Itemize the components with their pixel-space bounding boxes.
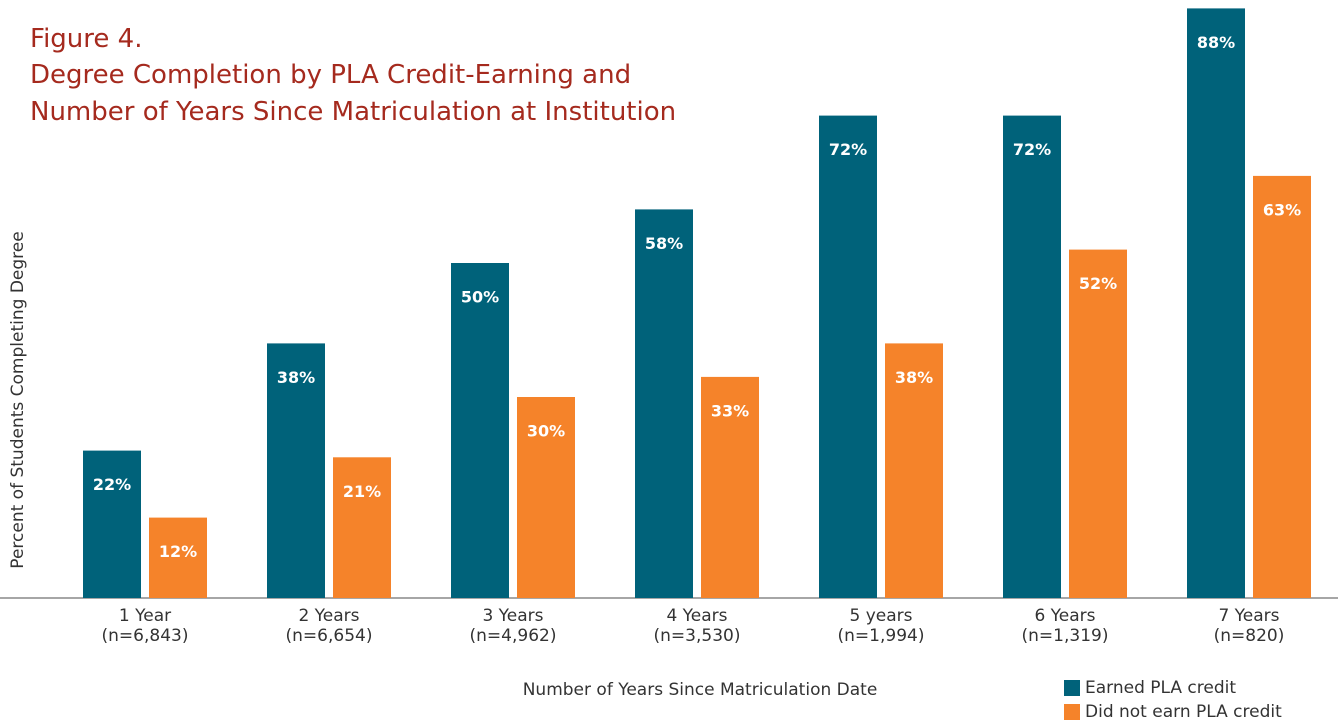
data-label: 30% bbox=[527, 422, 565, 441]
chart-title: Number of Years Since Matriculation at I… bbox=[30, 97, 676, 127]
x-tick-label: 3 Years bbox=[482, 606, 543, 626]
data-label: 22% bbox=[93, 475, 131, 494]
bar bbox=[885, 343, 943, 598]
bar bbox=[1253, 175, 1311, 598]
bar bbox=[517, 397, 575, 598]
bar bbox=[333, 457, 391, 598]
bar bbox=[149, 517, 207, 598]
x-tick-label: (n=3,530) bbox=[654, 626, 741, 646]
x-tick-label: (n=6,654) bbox=[286, 626, 373, 646]
bar bbox=[1003, 115, 1061, 598]
y-axis-label: Percent of Students Completing Degree bbox=[8, 231, 28, 568]
data-label: 50% bbox=[461, 288, 499, 307]
x-tick-label: (n=1,994) bbox=[838, 626, 925, 646]
legend-label: Did not earn PLA credit bbox=[1085, 702, 1282, 722]
bar bbox=[1187, 8, 1245, 598]
x-tick-label: 4 Years bbox=[666, 606, 727, 626]
data-label: 72% bbox=[1013, 140, 1051, 159]
data-label: 88% bbox=[1197, 33, 1235, 52]
x-tick-label: 5 years bbox=[849, 606, 912, 626]
x-tick-label: (n=6,843) bbox=[102, 626, 189, 646]
bar bbox=[451, 263, 509, 598]
bar bbox=[83, 450, 141, 598]
data-label: 12% bbox=[159, 542, 197, 561]
legend-swatch bbox=[1064, 680, 1080, 696]
legend-swatch bbox=[1064, 704, 1080, 720]
x-tick-label: (n=1,319) bbox=[1022, 626, 1109, 646]
x-tick-label: 6 Years bbox=[1034, 606, 1095, 626]
data-label: 52% bbox=[1079, 274, 1117, 293]
x-tick-label: 1 Year bbox=[119, 606, 171, 626]
x-tick-label: 2 Years bbox=[298, 606, 359, 626]
x-tick-label: (n=4,962) bbox=[470, 626, 557, 646]
chart-title: Figure 4. bbox=[30, 24, 142, 54]
x-axis-label: Number of Years Since Matriculation Date bbox=[523, 680, 878, 700]
bar bbox=[819, 115, 877, 598]
chart-title: Degree Completion by PLA Credit-Earning … bbox=[30, 60, 631, 90]
data-label: 58% bbox=[645, 234, 683, 253]
legend-label: Earned PLA credit bbox=[1085, 678, 1236, 698]
data-label: 72% bbox=[829, 140, 867, 159]
bar bbox=[267, 343, 325, 598]
x-tick-label: 7 Years bbox=[1218, 606, 1279, 626]
data-label: 21% bbox=[343, 482, 381, 501]
data-label: 63% bbox=[1263, 200, 1301, 219]
data-label: 33% bbox=[711, 401, 749, 420]
bar bbox=[635, 209, 693, 598]
data-label: 38% bbox=[895, 368, 933, 387]
data-label: 38% bbox=[277, 368, 315, 387]
bar bbox=[701, 376, 759, 598]
x-tick-label: (n=820) bbox=[1214, 626, 1285, 646]
bar bbox=[1069, 249, 1127, 598]
